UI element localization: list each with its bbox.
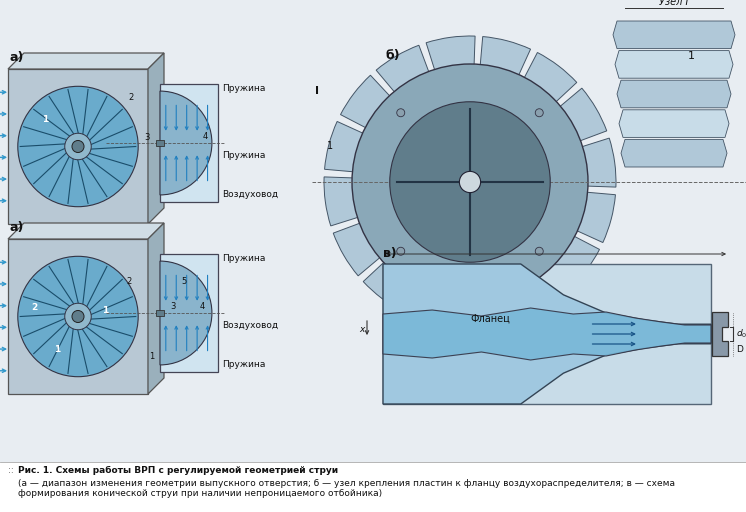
Circle shape <box>352 64 588 300</box>
Circle shape <box>18 257 138 377</box>
Wedge shape <box>470 182 615 243</box>
Text: 3: 3 <box>170 302 175 311</box>
Text: D: D <box>736 345 743 353</box>
Polygon shape <box>148 53 164 224</box>
Bar <box>160 84 218 202</box>
Text: 3: 3 <box>144 134 150 142</box>
Polygon shape <box>148 223 164 394</box>
Polygon shape <box>712 312 728 356</box>
Circle shape <box>65 303 91 330</box>
Text: 4: 4 <box>203 132 208 141</box>
Circle shape <box>72 310 84 323</box>
Text: Воздуховод: Воздуховод <box>222 190 278 199</box>
Text: Фланец: Фланец <box>470 314 510 324</box>
Wedge shape <box>470 182 600 289</box>
Polygon shape <box>8 223 164 239</box>
Text: 1: 1 <box>102 306 108 315</box>
Bar <box>8 239 148 394</box>
Text: 2: 2 <box>126 278 131 286</box>
Circle shape <box>397 247 405 255</box>
Polygon shape <box>621 139 727 167</box>
Text: 1: 1 <box>150 352 155 360</box>
Text: 1: 1 <box>54 345 60 354</box>
Text: I: I <box>315 86 319 96</box>
Bar <box>156 310 164 316</box>
Text: 2: 2 <box>31 303 38 312</box>
Text: 1: 1 <box>327 141 333 151</box>
Text: 4: 4 <box>199 302 204 311</box>
Circle shape <box>389 102 551 262</box>
Wedge shape <box>426 36 475 182</box>
Text: Пружина: Пружина <box>222 152 266 160</box>
Wedge shape <box>160 261 212 365</box>
Bar <box>383 264 711 404</box>
Text: Пружина: Пружина <box>222 254 266 263</box>
Bar <box>8 69 148 224</box>
Wedge shape <box>470 88 606 182</box>
Wedge shape <box>465 182 514 328</box>
Text: в): в) <box>383 247 397 260</box>
Polygon shape <box>619 110 729 137</box>
Polygon shape <box>613 21 735 49</box>
Wedge shape <box>340 75 470 182</box>
Circle shape <box>460 172 480 193</box>
Text: Пружина: Пружина <box>222 360 266 370</box>
Polygon shape <box>383 308 711 360</box>
Wedge shape <box>410 182 470 328</box>
Text: 1: 1 <box>42 115 48 124</box>
Circle shape <box>18 87 138 207</box>
Text: Узел I: Узел I <box>659 0 689 7</box>
Circle shape <box>535 109 543 117</box>
Text: Рис. 1. Схемы работы ВРП с регулируемой геометрией струи: Рис. 1. Схемы работы ВРП с регулируемой … <box>18 466 338 475</box>
Text: Пружина: Пружина <box>222 84 266 93</box>
Text: $d_0$: $d_0$ <box>736 328 746 340</box>
Wedge shape <box>470 53 577 182</box>
Text: ::: :: <box>8 466 16 475</box>
Text: x: x <box>359 325 364 333</box>
Bar <box>160 254 218 372</box>
Circle shape <box>72 140 84 153</box>
Bar <box>0 462 746 512</box>
Text: (а — диапазон изменения геометрии выпускного отверстия; б — узел крепления пласт: (а — диапазон изменения геометрии выпуск… <box>18 479 675 498</box>
Polygon shape <box>615 51 733 78</box>
Text: а): а) <box>10 221 25 234</box>
Wedge shape <box>333 182 470 276</box>
Bar <box>156 140 164 146</box>
Wedge shape <box>470 138 616 187</box>
Polygon shape <box>383 264 711 404</box>
Wedge shape <box>470 36 530 182</box>
Wedge shape <box>325 121 470 182</box>
Wedge shape <box>363 182 470 311</box>
Text: а): а) <box>10 51 25 64</box>
Text: 2: 2 <box>129 93 134 102</box>
Wedge shape <box>376 45 470 182</box>
Wedge shape <box>160 91 212 195</box>
Circle shape <box>535 247 543 255</box>
Polygon shape <box>617 80 731 108</box>
Text: 5: 5 <box>182 278 187 286</box>
Polygon shape <box>8 53 164 69</box>
Text: 1: 1 <box>689 51 695 61</box>
Circle shape <box>397 109 405 117</box>
Text: Воздуховод: Воздуховод <box>222 322 278 330</box>
Wedge shape <box>470 182 564 319</box>
Circle shape <box>65 133 91 160</box>
Wedge shape <box>324 177 470 226</box>
Text: б): б) <box>385 49 400 62</box>
